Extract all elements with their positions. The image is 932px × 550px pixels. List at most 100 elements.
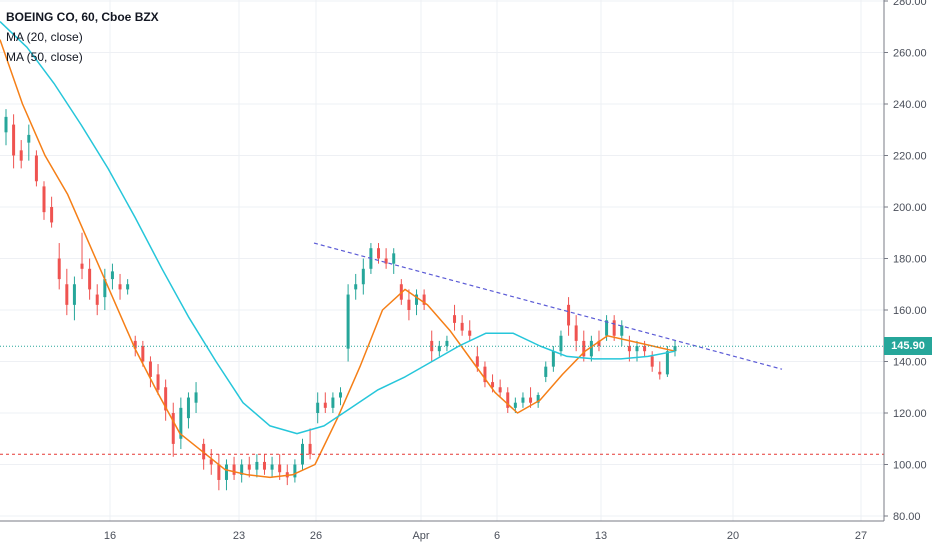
candle-body: [551, 351, 555, 367]
candle-body: [483, 366, 487, 383]
candle-body: [460, 322, 464, 331]
legend-ma50: MA (50, close): [6, 50, 83, 64]
candle-body: [308, 443, 312, 455]
candle-body: [521, 397, 525, 403]
candle-body: [118, 284, 122, 290]
candle-body: [445, 340, 449, 347]
candle-body: [95, 294, 99, 305]
candle-body: [88, 268, 92, 290]
x-tick-label: 26: [310, 530, 322, 542]
legend-symbol: BOEING CO, 60, Cboe BZX: [6, 10, 159, 24]
candle-body: [407, 299, 411, 310]
candle-body: [643, 346, 647, 352]
candle-body: [247, 464, 251, 470]
x-tick-label: Apr: [412, 530, 429, 542]
chart-legend: BOEING CO, 60, Cboe BZX MA (20, close) M…: [6, 7, 159, 67]
candle-body: [453, 315, 457, 323]
candle-body: [468, 330, 472, 336]
y-tick-label: 260.00: [893, 48, 927, 60]
candle-body: [498, 387, 502, 393]
candle-body: [164, 387, 168, 411]
candle-body: [240, 464, 244, 475]
moving-average-lines: [0, 21, 676, 479]
candle-body: [57, 258, 61, 280]
ma20-line: [0, 39, 676, 479]
candle-body: [665, 351, 669, 375]
candle-body: [126, 284, 130, 290]
candle-body: [156, 374, 160, 390]
x-tick-label: 27: [855, 530, 867, 542]
candle-body: [673, 346, 677, 352]
y-tick-label: 180.00: [893, 254, 927, 266]
candle-body: [186, 397, 190, 419]
candle-body: [377, 248, 381, 259]
candle-body: [658, 371, 662, 375]
candle-body: [346, 294, 350, 349]
ma50-line: [0, 21, 676, 435]
candle-body: [536, 394, 540, 403]
candle-body: [567, 304, 571, 326]
candle-body: [612, 320, 616, 336]
candle-body: [80, 263, 84, 269]
candle-body: [589, 340, 593, 357]
candle-body: [232, 464, 236, 475]
x-tick-label: 16: [104, 530, 116, 542]
candle-body: [354, 284, 358, 290]
y-tick-label: 140.00: [893, 357, 927, 369]
y-tick-label: 280.00: [893, 0, 927, 8]
candle-body: [179, 407, 183, 439]
candle-body: [110, 271, 114, 280]
chart-overlays: [0, 242, 884, 455]
candle-body: [627, 346, 631, 352]
candle-body: [529, 397, 533, 403]
x-tick-label: 23: [233, 530, 245, 542]
candle-body: [224, 464, 228, 480]
candle-body: [331, 397, 335, 408]
candle-body: [42, 186, 46, 213]
y-tick-label: 80.00: [893, 511, 921, 523]
candle-body: [574, 325, 578, 341]
x-tick-label: 13: [595, 530, 607, 542]
candle-body: [65, 284, 69, 305]
candle-body: [635, 346, 639, 352]
y-tick-label: 240.00: [893, 99, 927, 111]
candle-body: [19, 150, 23, 161]
legend-ma20: MA (20, close): [6, 30, 83, 44]
candle-body: [270, 464, 274, 470]
candle-body: [148, 361, 152, 377]
candle-body: [72, 284, 76, 305]
candle-body: [605, 320, 609, 336]
candle-series: [4, 109, 677, 491]
candle-body: [422, 294, 426, 305]
candle-body: [217, 464, 221, 480]
last-price-badge: 145.90: [884, 337, 932, 356]
candle-body: [278, 464, 282, 473]
candle-body: [141, 346, 145, 362]
candle-body: [4, 116, 8, 133]
y-tick-label: 100.00: [893, 460, 927, 472]
candle-body: [323, 402, 327, 408]
candle-body: [544, 366, 548, 377]
candle-body: [262, 461, 266, 470]
y-tick-label: 160.00: [893, 305, 927, 317]
candle-body: [491, 382, 495, 388]
candle-body: [437, 346, 441, 352]
candle-body: [513, 402, 517, 408]
candle-body: [559, 335, 563, 352]
candle-body: [194, 392, 198, 403]
candle-body: [171, 413, 175, 444]
candle-body: [27, 134, 31, 143]
candle-body: [361, 268, 365, 285]
y-tick-label: 220.00: [893, 151, 927, 163]
candle-body: [255, 461, 259, 470]
candle-body: [475, 356, 479, 367]
candle-body: [650, 356, 654, 367]
candle-body: [50, 207, 54, 223]
candle-body: [133, 340, 137, 349]
candle-body: [12, 124, 16, 156]
candle-body: [582, 340, 586, 357]
chart-grid: [0, 0, 884, 521]
candle-body: [293, 464, 297, 478]
